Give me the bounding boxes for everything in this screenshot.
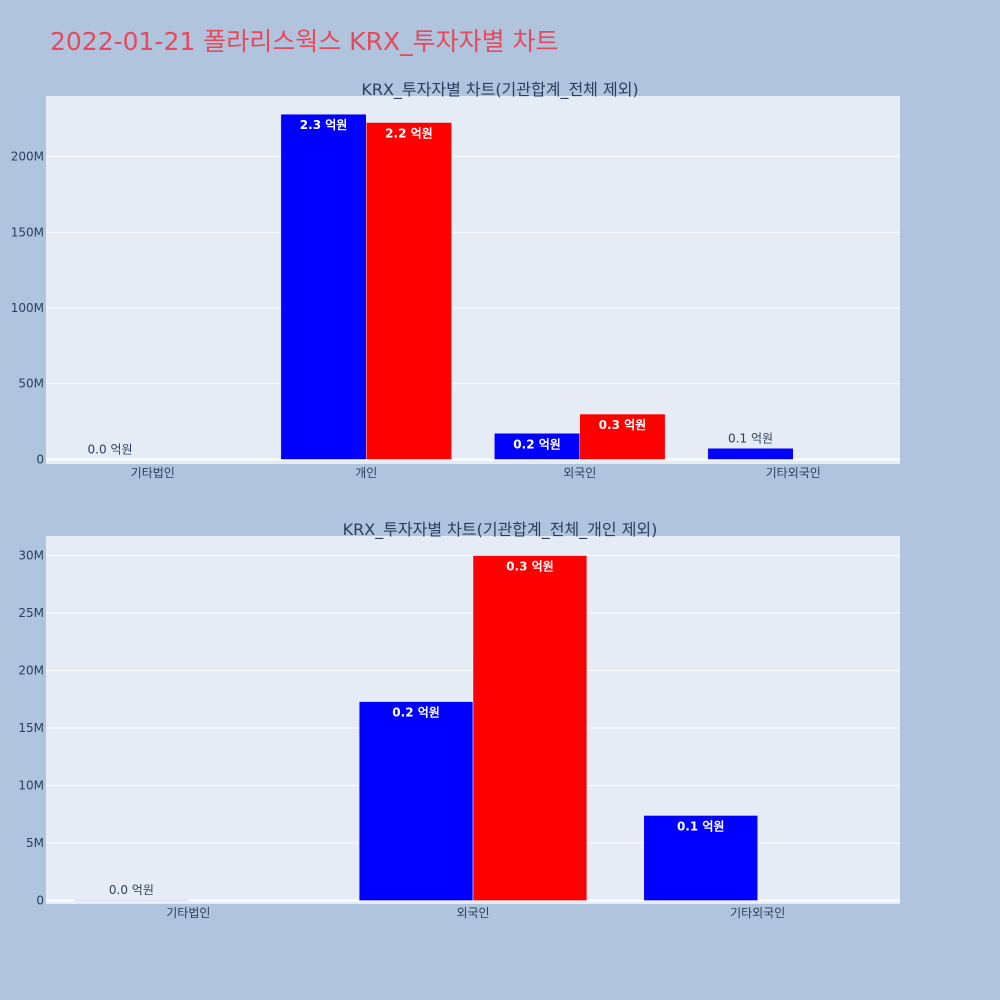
y-tick-label: 150M — [11, 225, 44, 239]
x-tick-label: 기타법인 — [131, 466, 175, 480]
y-tick-label: 30M — [18, 549, 44, 563]
chart-title-2: KRX_투자자별 차트(기관합계_전체_개인 제외) — [343, 520, 658, 540]
x-tick-label: 외국인 — [563, 466, 596, 480]
data-label: 0.0 억원 — [88, 442, 133, 456]
page-title: 2022-01-21 폴라리스웍스 KRX_투자자별 차트 — [50, 27, 559, 56]
bar — [579, 413, 666, 460]
bar — [358, 701, 474, 901]
y-tick-label: 200M — [11, 150, 44, 164]
bar — [472, 555, 588, 901]
y-tick-label: 100M — [11, 301, 44, 315]
x-tick-label: 기타외국인 — [730, 906, 785, 920]
y-tick-label: 15M — [18, 721, 44, 735]
y-tick-label: 25M — [18, 606, 44, 620]
y-tick-label: 0 — [36, 894, 44, 908]
data-label: 0.3 억원 — [506, 560, 554, 574]
chart-title-1: KRX_투자자별 차트(기관합계_전체 제외) — [361, 80, 638, 100]
bar — [494, 433, 581, 460]
bar — [280, 113, 367, 460]
data-label: 0.1 억원 — [728, 431, 773, 445]
bar — [643, 815, 758, 901]
y-tick-label: 50M — [18, 377, 44, 391]
data-label: 2.3 억원 — [300, 118, 348, 132]
data-label: 0.2 억원 — [513, 437, 561, 451]
data-label: 2.2 억원 — [385, 127, 433, 141]
y-tick-label: 0 — [36, 452, 44, 466]
x-tick-label: 개인 — [355, 466, 377, 480]
data-label: 0.0 억원 — [109, 883, 154, 897]
data-label: 0.1 억원 — [677, 819, 725, 833]
x-tick-label: 기타법인 — [166, 906, 210, 920]
x-tick-label: 기타외국인 — [766, 466, 821, 480]
data-label: 0.3 억원 — [599, 418, 647, 432]
bar — [707, 448, 794, 460]
bar — [366, 122, 452, 460]
y-tick-label: 5M — [26, 836, 44, 850]
data-label: 0.2 억원 — [392, 706, 440, 720]
y-tick-label: 20M — [18, 664, 44, 678]
bar — [74, 899, 189, 901]
x-tick-label: 외국인 — [456, 906, 489, 920]
plot-area-1 — [46, 96, 900, 464]
y-tick-label: 10M — [18, 779, 44, 793]
